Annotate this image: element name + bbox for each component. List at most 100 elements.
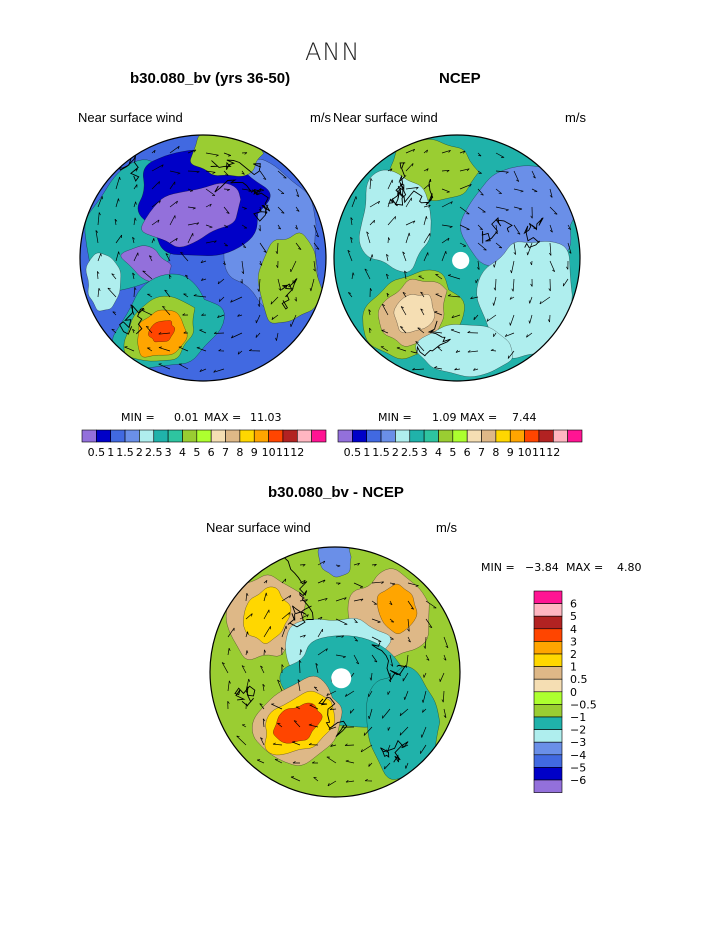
polar-map-diff-wind-vector — [399, 708, 409, 717]
polar-map-model-wind-vector — [169, 237, 178, 244]
polar-map-model-wind-vector — [275, 242, 279, 254]
polar-map-ncep-wind-vector — [450, 328, 461, 334]
polar-map-ncep-wind-vector — [434, 311, 443, 316]
colorbar-ncep: 0.5 1 1.5 2 2.5 3 4 5 6 7 8 9 10 11 12 — [337, 429, 583, 459]
polar-map-diff-contour-1 — [243, 586, 292, 644]
colorbar-ncep-swatch-4 — [395, 429, 411, 443]
polar-map-model-wind-vector — [158, 346, 171, 352]
colorbar-model-tick-2: 1.5 — [116, 446, 134, 459]
polar-map-model-wind-vector — [271, 314, 279, 320]
polar-map-ncep-wind-vector — [504, 332, 515, 337]
polar-map-diff-wind-vector — [371, 618, 381, 623]
panel-units-ncep: m/s — [565, 110, 586, 125]
polar-map-ncep-wind-vector — [495, 242, 503, 249]
polar-map-diff-wind-vector — [262, 718, 266, 728]
polar-map-ncep-wind-vector — [509, 314, 515, 326]
polar-map-model-wind-vector — [275, 260, 279, 268]
colorbar-diff-swatch-5 — [533, 653, 563, 667]
polar-map-diff-wind-vector — [335, 618, 348, 625]
polar-map-diff-wind-vector — [387, 726, 391, 731]
panel-units-model: m/s — [310, 110, 331, 125]
polar-map-model-wind-vector — [151, 149, 156, 154]
polar-map-model-wind-vector — [187, 233, 194, 244]
polar-map-ncep-contour-6 — [393, 294, 436, 334]
polar-map-ncep-wind-vector — [470, 296, 479, 300]
polar-map-model-wind-vector — [241, 224, 248, 229]
polar-map-ncep-wind-vector — [434, 366, 443, 370]
polar-map-diff-wind-vector — [399, 726, 409, 736]
colorbar-model-swatch-8 — [196, 429, 212, 443]
polar-map-model-wind-vector — [112, 311, 117, 316]
colorbar-diff-tick-7: 0 — [570, 686, 577, 699]
polar-map-ncep-coastline-3 — [395, 162, 407, 198]
polar-map-ncep-wind-vector — [495, 206, 509, 212]
polar-map-diff-wind-vector — [308, 723, 319, 728]
polar-map-ncep-wind-vector — [549, 242, 552, 256]
colorbar-ncep-swatch-7 — [438, 429, 454, 443]
polar-map-diff-wind-vector — [262, 683, 266, 692]
polar-map-ncep-wind-vector — [451, 314, 461, 319]
polar-map-model-wind-vector — [241, 206, 247, 210]
polar-map-ncep-wind-vector — [405, 232, 411, 244]
polar-map-diff-wind-vector — [245, 592, 249, 602]
polar-map-ncep-wind-vector — [507, 350, 515, 359]
polar-map-ncep-boundary — [333, 134, 581, 382]
polar-map-ncep-wind-vector — [459, 168, 470, 172]
polar-map-diff-wind-vector — [329, 707, 337, 711]
polar-map-diff-wind-vector — [389, 600, 393, 606]
polar-map-ncep-wind-vector — [486, 314, 497, 322]
polar-map-ncep-wind-vector — [369, 327, 372, 334]
polar-map-diff-wind-vector — [441, 690, 445, 703]
polar-map-ncep-wind-vector — [549, 188, 553, 198]
polar-map-ncep-wind-vector — [347, 292, 353, 298]
polar-map-model-wind-vector — [257, 278, 261, 292]
colorbar-model-tick-10: 8 — [236, 446, 243, 459]
colorbar-ncep-tick-5: 3 — [421, 446, 428, 459]
polar-map-model-wind-vector — [237, 350, 243, 355]
polar-map-model-wind-vector — [97, 212, 101, 226]
polar-map-model-wind-vector — [187, 170, 200, 174]
colorbar-model-swatch-0 — [81, 429, 97, 443]
polar-map-model-wind-vector — [95, 230, 99, 244]
polar-map-model-wind-vector — [259, 260, 263, 266]
polar-map-model-coastline-4 — [251, 189, 271, 222]
polar-map-model-wind-vector — [169, 215, 176, 226]
polar-map-diff-wind-vector — [311, 761, 318, 764]
polar-map-model-wind-vector — [115, 198, 120, 208]
polar-map-model-wind-vector — [151, 164, 164, 172]
polar-map-diff-coastline-4 — [280, 553, 314, 620]
polar-map-model-wind-vector — [205, 203, 212, 208]
polar-map-diff-wind-vector — [221, 662, 229, 674]
polar-map-ncep-wind-vector — [531, 188, 538, 193]
polar-map-ncep-wind-vector — [435, 293, 443, 298]
colorbar-diff-swatch-8 — [533, 691, 563, 705]
polar-map-ncep-coastline-5 — [388, 185, 407, 207]
polar-map-model-wind-vector — [205, 170, 216, 174]
colorbar-model-tick-6: 4 — [179, 446, 186, 459]
polar-map-ncep-wind-vector — [493, 332, 497, 337]
polar-map-model-wind-vector — [223, 224, 229, 228]
polar-map-diff-wind-vector — [293, 720, 301, 728]
colorbar-ncep-swatch-13 — [524, 429, 540, 443]
polar-map-diff-wind-vector — [345, 759, 355, 764]
polar-map-diff-wind-vector — [371, 581, 385, 584]
polar-map-model-wind-vector — [107, 287, 117, 298]
polar-map-ncep-wind-vector — [513, 206, 523, 211]
polar-map-diff-wind-vector — [297, 679, 301, 692]
colorbar-model-tick-5: 3 — [165, 446, 172, 459]
polar-map-ncep-wind-vector — [447, 274, 461, 280]
polar-map-diff-wind-vector — [299, 614, 309, 620]
colorbar-diff-tick-6: 0.5 — [570, 673, 588, 686]
polar-map-diff-wind-vector — [371, 636, 382, 643]
polar-map-diff-wind-vector — [349, 708, 355, 714]
polar-map-model-wind-vector — [151, 238, 155, 244]
polar-map-model-wind-vector — [277, 188, 285, 194]
max-label-ncep: MAX = — [460, 411, 498, 424]
polar-map-diff-wind-vector — [281, 664, 284, 674]
polar-map-diff-contour-3 — [376, 583, 418, 635]
polar-map-model-wind-vector — [205, 240, 217, 244]
polar-map-diff-wind-vector — [272, 742, 283, 746]
polar-map-diff-wind-vector — [315, 662, 319, 674]
polar-map-ncep-wind-vector — [475, 278, 479, 284]
